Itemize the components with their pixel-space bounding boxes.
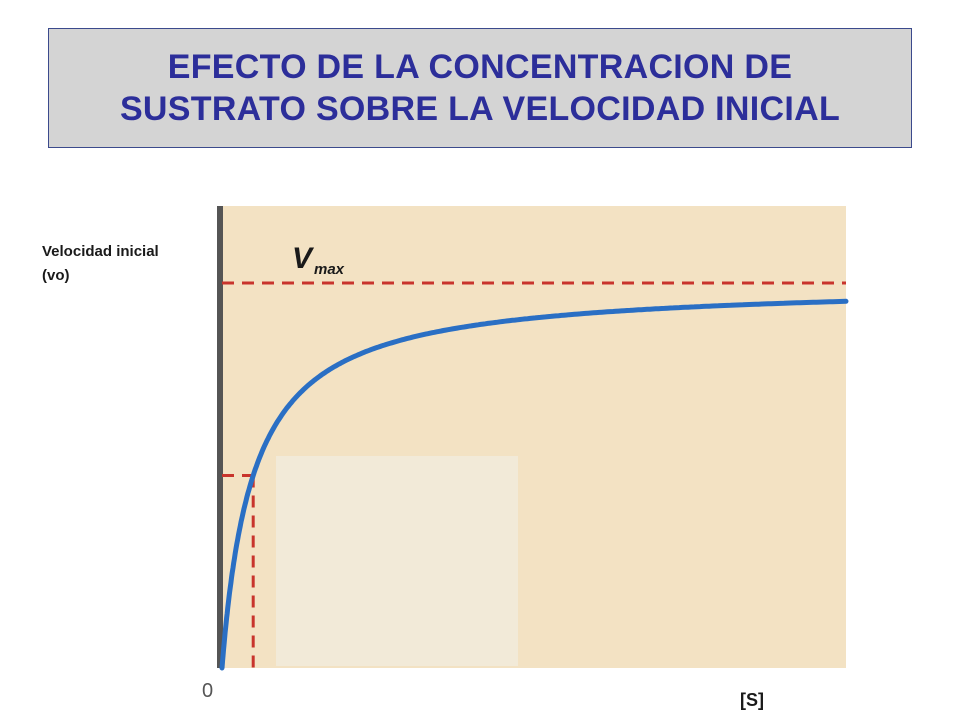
y-axis-label-line-1: Velocidad inicial [42,243,159,260]
title-line-1: EFECTO DE LA CONCENTRACION DE [167,48,793,86]
svg-text:max: max [314,261,345,278]
title-box: EFECTO DE LA CONCENTRACION DE SUSTRATO S… [48,28,912,148]
vmax-label: V max [292,242,345,278]
svg-text:V: V [292,242,315,275]
x-axis-label: [S] [740,690,764,710]
y-axis-label: Velocidad inicial (vo) [42,240,159,288]
y-axis-label-line-2: (vo) [42,267,70,284]
blank-overlay-patch [276,456,518,666]
title-line-2: SUSTRATO SOBRE LA VELOCIDAD INICIAL [119,90,841,128]
michaelis-menten-curve [219,298,849,671]
origin-label: 0 [202,680,214,702]
